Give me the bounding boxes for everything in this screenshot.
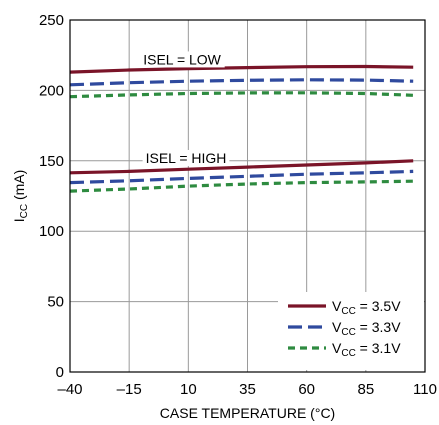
series-line-low-3.5v [69, 64, 414, 74]
annotation-isel-low: ISEL = LOW [143, 51, 221, 67]
series-line-low-3.1v [69, 91, 414, 99]
y-tick-label: 200 [39, 82, 64, 99]
legend-entry-3.5v: VCC = 3.5V [332, 298, 401, 317]
x-tick-label: –40 [57, 381, 82, 398]
x-tick-label: 60 [298, 381, 315, 398]
y-tick-label: 50 [47, 294, 64, 311]
grid-lines [70, 20, 425, 372]
y-tick-label: 100 [39, 223, 64, 240]
series-line-high-3.1v [69, 179, 414, 193]
tick-labels: –40 –15 10 35 60 85 110 0 50 100 150 200 250 [39, 12, 437, 398]
x-tick-label: 35 [239, 381, 256, 398]
x-tick-label: 85 [357, 381, 374, 398]
y-axis-label-unit: (mA) [11, 170, 27, 204]
plot-frame [69, 19, 426, 373]
annotation-isel-high: ISEL = HIGH [146, 150, 227, 166]
legend-entry-3.3v: VCC = 3.3V [332, 319, 401, 338]
series-lines [69, 64, 414, 193]
y-tick-label: 0 [56, 364, 64, 381]
x-tick-label: –15 [117, 381, 142, 398]
y-axis-label: ICC (mA) [11, 170, 30, 223]
series-line-high-3.5v [69, 159, 414, 175]
x-tick-label: 110 [413, 381, 437, 398]
legend: VCC = 3.5V VCC = 3.3V VCC = 3.1V [278, 292, 424, 370]
x-axis-label: CASE TEMPERATURE (°C) [160, 405, 335, 421]
y-tick-label: 250 [39, 12, 64, 29]
annotation-background [142, 149, 230, 166]
annotation-background [140, 51, 225, 68]
y-tick-label: 150 [39, 153, 64, 170]
y-axis-label-sub: CC [19, 204, 30, 218]
y-axis-label-main: I [11, 218, 27, 222]
x-tick-label: 10 [180, 381, 197, 398]
legend-entry-3.1v: VCC = 3.1V [332, 340, 401, 359]
series-line-low-3.3v [69, 78, 414, 87]
